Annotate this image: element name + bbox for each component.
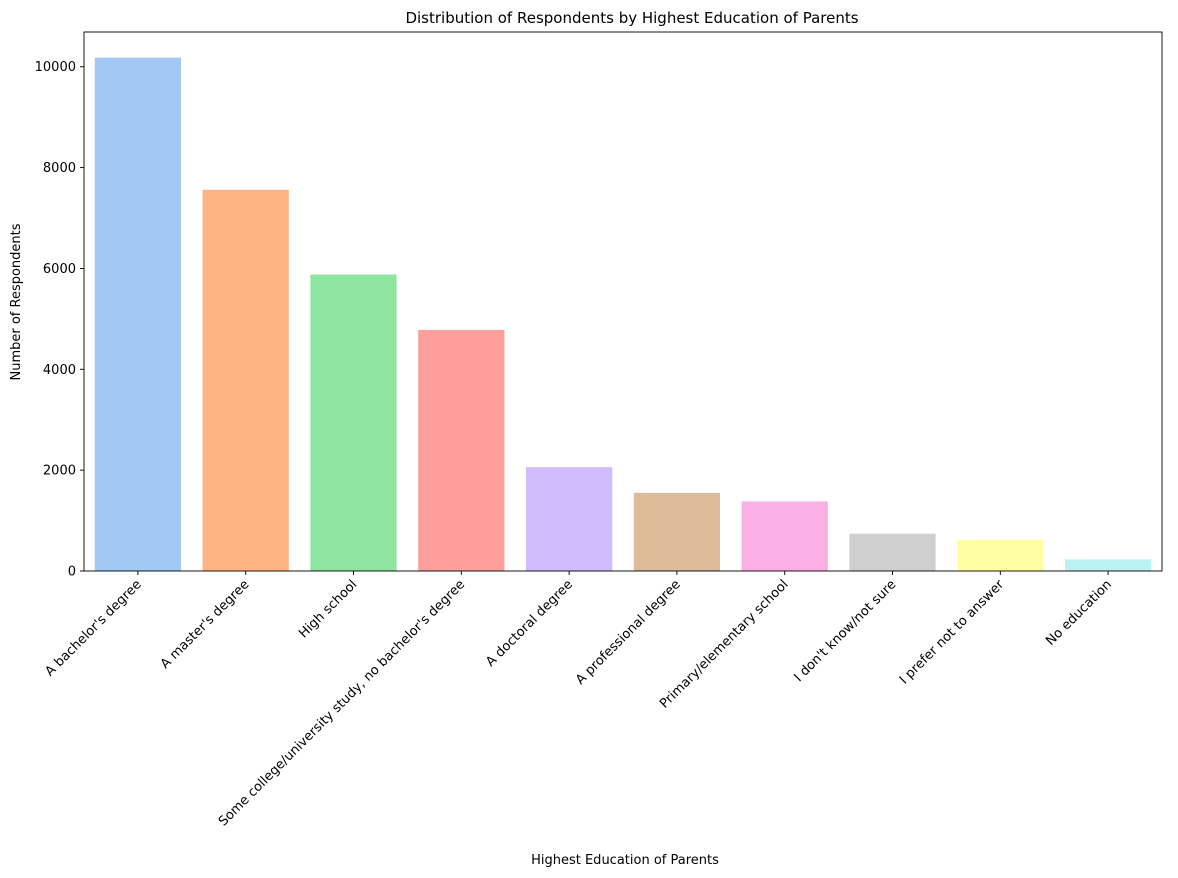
bar bbox=[310, 274, 397, 571]
y-axis-label: Number of Respondents bbox=[9, 223, 24, 380]
bar bbox=[202, 189, 289, 571]
bar bbox=[741, 501, 828, 571]
bar bbox=[633, 492, 721, 571]
y-tick-label: 10000 bbox=[35, 60, 76, 75]
y-tick-label: 8000 bbox=[43, 161, 76, 176]
x-tick-label: A professional degree bbox=[573, 577, 684, 688]
chart-title: Distribution of Respondents by Highest E… bbox=[405, 9, 858, 27]
x-tick-label: A master's degree bbox=[158, 577, 253, 672]
bar bbox=[849, 533, 936, 571]
x-tick-label: A doctoral degree bbox=[483, 577, 576, 670]
bar bbox=[525, 467, 613, 571]
x-axis: A bachelor's degree A master's degree High… bbox=[42, 571, 1115, 829]
bar bbox=[94, 57, 182, 571]
bars-group bbox=[94, 57, 1152, 571]
x-tick-label: I don't know/not sure bbox=[792, 577, 900, 685]
y-tick-label: 6000 bbox=[43, 262, 76, 277]
y-tick-label: 4000 bbox=[43, 363, 76, 378]
y-axis: 0 2000 4000 6000 8000 10000 bbox=[35, 60, 84, 580]
plot-frame bbox=[83, 31, 1163, 572]
y-tick-label: 0 bbox=[68, 565, 76, 580]
x-tick-label: High school bbox=[296, 577, 360, 641]
bar bbox=[1064, 559, 1152, 571]
y-tick-label: 2000 bbox=[43, 464, 76, 479]
x-tick-label: Primary/elementary school bbox=[657, 577, 791, 711]
x-tick-label: No education bbox=[1043, 577, 1115, 649]
x-tick-label: I prefer not to answer bbox=[897, 577, 1008, 688]
x-tick-label: Some college/university study, no bachel… bbox=[216, 577, 468, 829]
x-tick-label: A bachelor's degree bbox=[42, 577, 144, 679]
x-axis-label: Highest Education of Parents bbox=[531, 853, 719, 868]
bar bbox=[957, 539, 1044, 571]
bar bbox=[418, 329, 505, 571]
